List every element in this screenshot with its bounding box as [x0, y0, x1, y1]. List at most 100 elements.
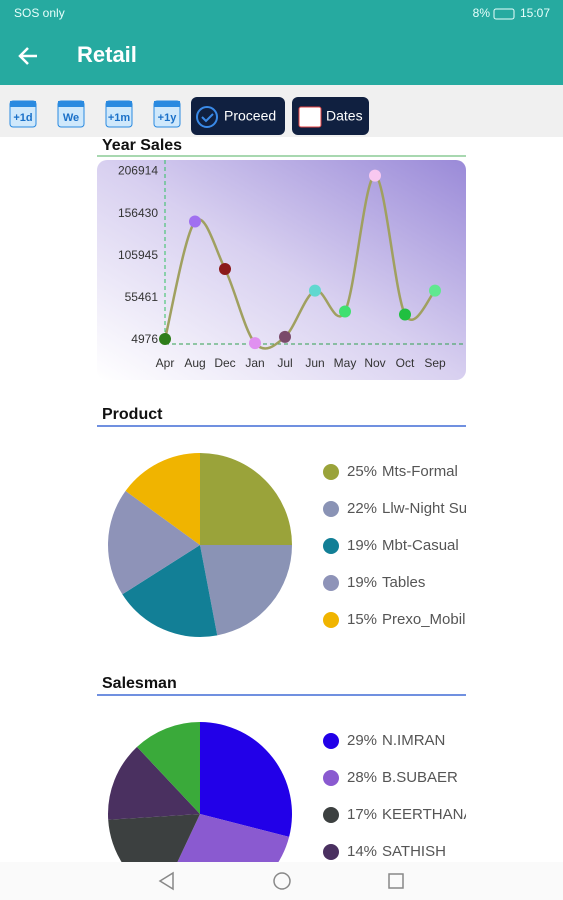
battery: 8%	[473, 6, 491, 20]
legend-entry: 28% B.SUBAER	[347, 769, 458, 786]
data-point	[369, 169, 381, 182]
y-tick-label: 4976	[131, 332, 158, 346]
legend-entry: 19% Mbt-Casual	[347, 537, 459, 554]
pie-slice	[108, 814, 200, 898]
data-point	[399, 308, 411, 321]
legend-label: KEERTHANA	[382, 806, 473, 823]
legend-swatch	[323, 770, 339, 786]
pie-slice	[200, 545, 292, 636]
calendar-top	[10, 101, 36, 107]
nav-recent[interactable]	[388, 873, 404, 889]
x-tick-label: Dec	[214, 356, 235, 370]
legend-swatch	[323, 538, 339, 554]
button-label: Dates	[326, 108, 363, 124]
legend-swatch	[323, 733, 339, 749]
legend-value: 28%	[347, 769, 377, 786]
legend-entry: 17% KEERTHANA	[347, 806, 473, 823]
pie-slice	[108, 746, 200, 820]
nav-back[interactable]	[158, 871, 174, 891]
x-tick-label: Jun	[305, 356, 324, 370]
legend-swatch	[323, 464, 339, 480]
x-tick-label: Jan	[245, 356, 264, 370]
y-tick-label: 105945	[118, 248, 158, 262]
sales-line	[163, 174, 436, 350]
legend-value: 19%	[347, 537, 377, 554]
legend-entry: 22% Llw-Night Su	[347, 500, 467, 517]
pie-slice	[200, 722, 292, 837]
data-point	[219, 263, 231, 275]
calendar-top	[154, 101, 180, 107]
legend-swatch	[323, 844, 339, 860]
data-point	[309, 284, 321, 297]
calendar-button[interactable]: +1m	[105, 100, 133, 128]
button-bg	[191, 97, 285, 135]
calendar-button[interactable]: +1y	[153, 100, 181, 128]
x-tick-label: Aug	[184, 356, 205, 370]
check-mark	[201, 113, 214, 123]
legend-label: Mbt-Casual	[382, 537, 459, 554]
data-point	[189, 215, 201, 228]
legend-value: 22%	[347, 500, 377, 517]
back-button[interactable]	[18, 47, 37, 65]
legend-entry: 25% Mts-Formal	[347, 463, 458, 480]
nav-bar	[0, 862, 563, 900]
button-label: +1m	[108, 112, 131, 124]
legend-swatch	[323, 807, 339, 823]
pie-slice	[122, 545, 218, 637]
check-icon	[196, 106, 218, 128]
pie-slice	[137, 722, 200, 814]
chart-title: Product	[102, 406, 163, 423]
legend-label: Llw-Night Su	[382, 500, 467, 517]
legend-swatch	[323, 575, 339, 591]
legend-entry: 15% Prexo_Mobil	[347, 611, 465, 628]
calendar-button[interactable]: We	[57, 100, 85, 128]
calendar-top	[106, 101, 132, 107]
y-tick-label: 156430	[118, 206, 158, 220]
app-bar	[0, 0, 563, 85]
x-tick-label: Sep	[424, 356, 446, 370]
data-point	[249, 337, 261, 350]
legend-value: 25%	[347, 463, 377, 480]
x-tick-label: May	[334, 356, 357, 370]
button-label: Proceed	[224, 108, 276, 124]
button-label: We	[63, 112, 79, 124]
legend-label: Mts-Formal	[382, 463, 458, 480]
button-label: +1y	[158, 112, 178, 124]
data-point	[339, 305, 351, 318]
x-tick-label: Apr	[156, 356, 175, 370]
carrier: SOS only	[14, 6, 65, 20]
data-point	[279, 330, 291, 343]
y-tick-label: 206914	[118, 164, 158, 178]
calendar-top	[58, 101, 84, 107]
legend-label: SATHISH	[382, 843, 446, 860]
legend-label: N.IMRAN	[382, 732, 445, 749]
action-button[interactable]: Dates	[292, 97, 369, 135]
plot-panel	[97, 160, 466, 380]
legend-entry: 19% Tables	[347, 574, 425, 591]
legend-label: B.SUBAER	[382, 769, 458, 786]
legend-label: Tables	[382, 574, 425, 591]
data-point	[429, 284, 441, 297]
x-tick-label: Jul	[277, 356, 292, 370]
x-tick-label: Oct	[396, 356, 415, 370]
legend-value: 15%	[347, 611, 377, 628]
legend-value: 14%	[347, 843, 377, 860]
action-button[interactable]: Proceed	[191, 97, 285, 135]
legend-value: 19%	[347, 574, 377, 591]
nav-home[interactable]	[273, 872, 291, 890]
pie-slice	[200, 453, 292, 545]
legend-entry: 29% N.IMRAN	[347, 732, 445, 749]
date-icon	[298, 106, 322, 128]
legend-value: 17%	[347, 806, 377, 823]
button-label: +1d	[13, 112, 32, 124]
data-point	[159, 333, 171, 345]
legend-entry: 14% SATHISH	[347, 843, 446, 860]
x-tick-label: Nov	[364, 356, 385, 370]
y-tick-label: 55461	[125, 290, 159, 304]
chart-title: Salesman	[102, 675, 177, 692]
legend-label: Prexo_Mobil	[382, 611, 465, 628]
time: 15:07	[520, 6, 550, 20]
calendar-button[interactable]: +1d	[9, 100, 37, 128]
